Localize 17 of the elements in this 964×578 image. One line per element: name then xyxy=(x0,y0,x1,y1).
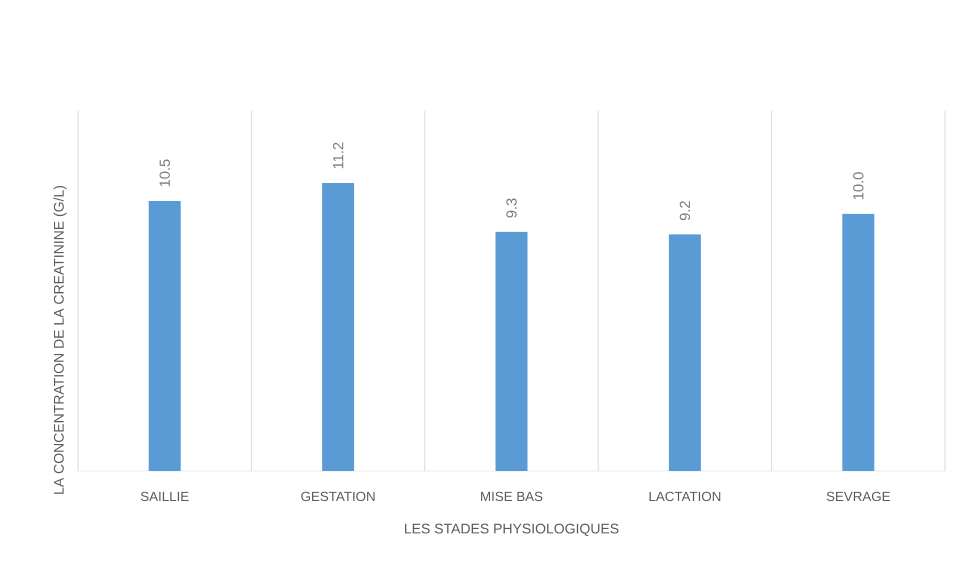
bar xyxy=(496,232,528,471)
data-label: 9.2 xyxy=(680,201,690,220)
data-label: 11.2 xyxy=(333,142,344,168)
x-tick-label: GESTATION xyxy=(301,492,375,502)
x-tick-label: SEVRAGE xyxy=(826,492,890,502)
x-tick-label: MISE BAS xyxy=(481,492,542,502)
bar xyxy=(842,214,874,471)
x-axis-title: LES STADES PHYSIOLOGIQUES xyxy=(405,524,618,536)
x-tick-label: LACTATION xyxy=(650,492,720,502)
data-label: 10.0 xyxy=(853,172,864,200)
data-label: 9.3 xyxy=(506,198,517,218)
data-label: 10.5 xyxy=(160,159,170,186)
x-tick-label: SAILLIE xyxy=(140,492,189,502)
bar xyxy=(668,234,701,471)
bar xyxy=(148,200,181,471)
bar xyxy=(322,182,354,471)
y-axis-title: LA CONCENTRATION DE LA CREATININE (G/L) xyxy=(53,186,67,494)
